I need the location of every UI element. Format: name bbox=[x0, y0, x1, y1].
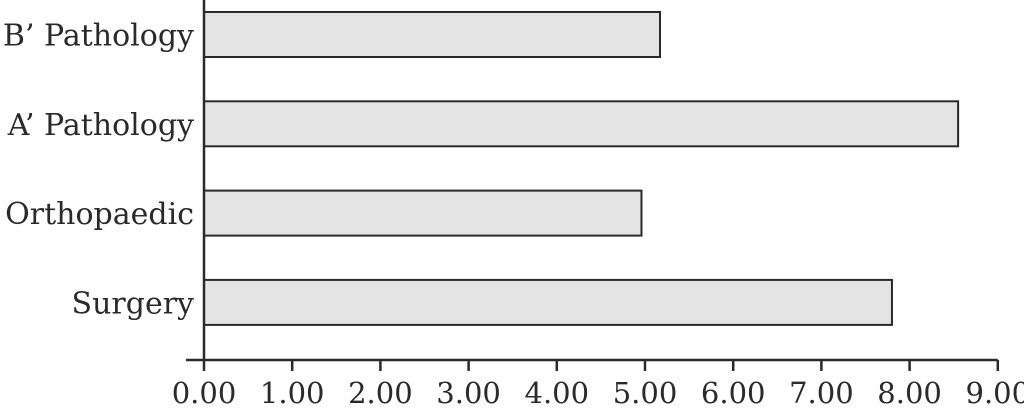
x-tick-labels-group: 0.00 1.00 2.00 3.00 4.00 5.00 6.00 7.00 8.00 9.00 bbox=[172, 376, 1024, 410]
bar-surgery bbox=[203, 278, 893, 326]
x-tick-label: 9.00 bbox=[966, 376, 1024, 410]
bar-b-pathology bbox=[203, 11, 661, 58]
x-tick-label: 6.00 bbox=[701, 376, 766, 410]
category-labels-group: B’ Pathology A’ Pathology Orthopaedic Surge… bbox=[3, 19, 194, 322]
x-tick-label: 7.00 bbox=[789, 376, 854, 410]
category-label-b-pathology: B’ Pathology bbox=[3, 19, 194, 54]
category-label-a-pathology: A’ Pathology bbox=[7, 108, 194, 143]
category-label-surgery: Surgery bbox=[72, 286, 195, 321]
x-tick-label: 2.00 bbox=[348, 376, 413, 410]
bar-a-pathology bbox=[203, 100, 960, 148]
x-ticks-group bbox=[202, 360, 1000, 371]
bars-group bbox=[203, 11, 960, 326]
bar-orthopaedic bbox=[203, 189, 643, 237]
category-label-orthopaedic: Orthopaedic bbox=[5, 197, 194, 232]
x-tick-label: 4.00 bbox=[525, 376, 590, 410]
x-tick-label: 0.00 bbox=[172, 376, 237, 410]
x-tick-label: 5.00 bbox=[613, 376, 678, 410]
x-tick-label: 1.00 bbox=[260, 376, 325, 410]
x-tick-label: 8.00 bbox=[877, 376, 942, 410]
x-tick-label: 3.00 bbox=[436, 376, 501, 410]
